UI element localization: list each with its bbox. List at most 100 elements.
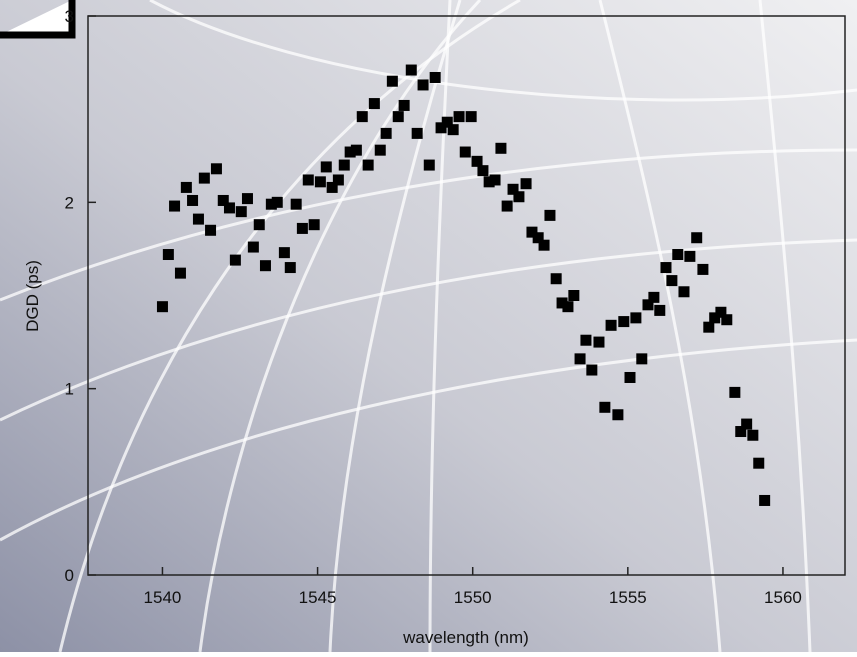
- data-point: [703, 321, 715, 333]
- data-point: [229, 254, 241, 266]
- data-point: [247, 241, 259, 253]
- data-point: [678, 286, 690, 298]
- data-point: [715, 306, 727, 318]
- data-point: [562, 301, 574, 313]
- data-point: [198, 172, 210, 184]
- data-point: [471, 155, 483, 167]
- data-point: [362, 159, 374, 171]
- data-point: [210, 163, 222, 175]
- data-point: [599, 401, 611, 413]
- data-point: [380, 127, 392, 139]
- data-point: [284, 262, 296, 274]
- y-tick-label: 2: [65, 193, 74, 212]
- data-point: [441, 116, 453, 128]
- data-point: [507, 183, 519, 195]
- data-point: [624, 371, 636, 383]
- plot-frame: [87, 15, 846, 576]
- data-point: [356, 111, 368, 123]
- data-point: [290, 198, 302, 210]
- data-point: [642, 299, 654, 311]
- data-point: [302, 174, 314, 186]
- data-point: [241, 193, 253, 205]
- data-point: [405, 64, 417, 76]
- data-point: [338, 159, 350, 171]
- data-point: [747, 429, 759, 441]
- x-tick-label: 1555: [609, 588, 647, 607]
- data-point: [326, 181, 338, 193]
- data-point: [447, 124, 459, 136]
- data-point: [672, 249, 684, 261]
- y-axis-label: DGD (ps): [23, 260, 42, 332]
- data-point: [259, 260, 271, 272]
- data-point: [586, 364, 598, 376]
- data-point: [435, 122, 447, 134]
- x-tick-label: 1545: [299, 588, 337, 607]
- data-point: [489, 174, 501, 186]
- data-point: [423, 159, 435, 171]
- data-point: [684, 250, 696, 262]
- data-point: [520, 178, 532, 190]
- data-point: [465, 111, 477, 123]
- data-point: [374, 144, 386, 156]
- data-point: [223, 202, 235, 214]
- data-point: [550, 273, 562, 285]
- data-point: [697, 263, 709, 275]
- data-point: [459, 146, 471, 158]
- data-point: [691, 232, 703, 244]
- data-point: [344, 146, 356, 158]
- data-point: [162, 249, 174, 261]
- data-point: [654, 304, 666, 316]
- data-point: [265, 198, 277, 210]
- data-point: [630, 312, 642, 324]
- data-point: [759, 494, 771, 506]
- data-point: [217, 194, 229, 206]
- data-point: [532, 232, 544, 244]
- x-tick-label: 1550: [454, 588, 492, 607]
- data-point: [612, 409, 624, 421]
- data-point: [721, 314, 733, 326]
- data-point: [618, 316, 630, 328]
- x-tick-label: 1560: [764, 588, 802, 607]
- data-point: [350, 144, 362, 156]
- data-point: [368, 98, 380, 110]
- data-point: [314, 176, 326, 188]
- data-point: [235, 206, 247, 218]
- data-point: [495, 142, 507, 154]
- data-point: [556, 297, 568, 309]
- y-tick-label: 1: [65, 380, 74, 399]
- data-point: [666, 275, 678, 287]
- data-point: [308, 219, 320, 231]
- data-point: [636, 353, 648, 365]
- data-point: [660, 262, 672, 274]
- data-point: [429, 71, 441, 83]
- x-axis-label: wavelength (nm): [402, 628, 529, 647]
- data-point: [483, 176, 495, 188]
- data-point: [180, 181, 192, 193]
- y-tick-label: 0: [65, 566, 74, 585]
- data-point: [398, 99, 410, 111]
- data-point: [271, 196, 283, 208]
- corner-frame: [0, 0, 76, 39]
- data-point: [526, 226, 538, 238]
- data-point: [386, 75, 398, 87]
- data-point: [187, 194, 199, 206]
- data-point: [296, 222, 308, 234]
- data-point: [320, 161, 332, 173]
- data-point: [580, 334, 592, 346]
- data-point: [568, 290, 580, 301]
- data-point: [574, 353, 586, 365]
- data-point: [709, 312, 721, 324]
- data-point: [735, 426, 747, 438]
- data-point: [501, 200, 513, 212]
- data-point: [453, 111, 465, 123]
- data-point: [169, 200, 181, 212]
- data-point: [741, 418, 753, 430]
- data-point: [156, 301, 168, 313]
- data-point: [538, 239, 550, 251]
- data-point: [593, 336, 605, 348]
- data-point: [332, 174, 344, 186]
- data-point: [729, 386, 741, 398]
